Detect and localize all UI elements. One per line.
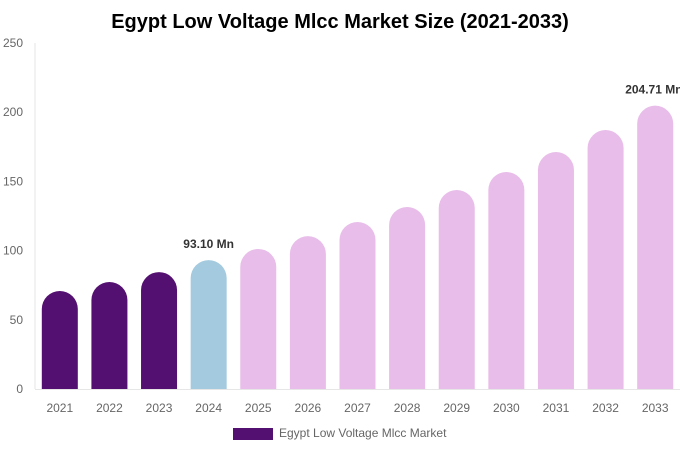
y-tick-label: 250	[3, 36, 23, 50]
y-tick-label: 200	[3, 105, 23, 119]
bar-2027	[339, 221, 376, 389]
x-tick-label: 2029	[443, 401, 470, 415]
bar-2023	[141, 272, 178, 389]
x-tick-label: 2023	[146, 401, 173, 415]
bar-2030	[488, 172, 525, 389]
x-tick-label: 2032	[592, 401, 619, 415]
chart-title: Egypt Low Voltage Mlcc Market Size (2021…	[111, 11, 569, 33]
bar-2022	[91, 282, 128, 389]
y-tick-label: 50	[10, 313, 24, 327]
bar-2025	[240, 248, 277, 389]
x-tick-label: 2026	[295, 401, 322, 415]
x-tick-label: 2031	[543, 401, 570, 415]
x-tick-label: 2033	[642, 401, 669, 415]
legend-swatch	[233, 428, 273, 440]
y-tick-label: 150	[3, 174, 23, 188]
bar-2028	[389, 207, 426, 389]
bar-2021	[41, 291, 78, 389]
bar-2031	[537, 152, 574, 389]
x-tick-label: 2021	[46, 401, 73, 415]
x-tick-label: 2024	[195, 401, 222, 415]
bar-2026	[289, 236, 326, 389]
legend-label: Egypt Low Voltage Mlcc Market	[279, 426, 447, 440]
legend: Egypt Low Voltage Mlcc Market	[233, 426, 447, 440]
x-tick-label: 2030	[493, 401, 520, 415]
y-tick-label: 0	[16, 382, 23, 396]
x-tick-label: 2025	[245, 401, 272, 415]
bar-2032	[587, 130, 624, 389]
bar-2024	[190, 260, 227, 389]
x-tick-label: 2028	[394, 401, 421, 415]
x-tick-label: 2022	[96, 401, 123, 415]
bar-2033	[637, 105, 674, 389]
data-label: 204.71 Mn	[625, 83, 680, 97]
x-tick-label: 2027	[344, 401, 371, 415]
bar-2029	[438, 189, 475, 389]
data-label: 93.10 Mn	[183, 237, 234, 251]
y-tick-label: 100	[3, 244, 23, 258]
